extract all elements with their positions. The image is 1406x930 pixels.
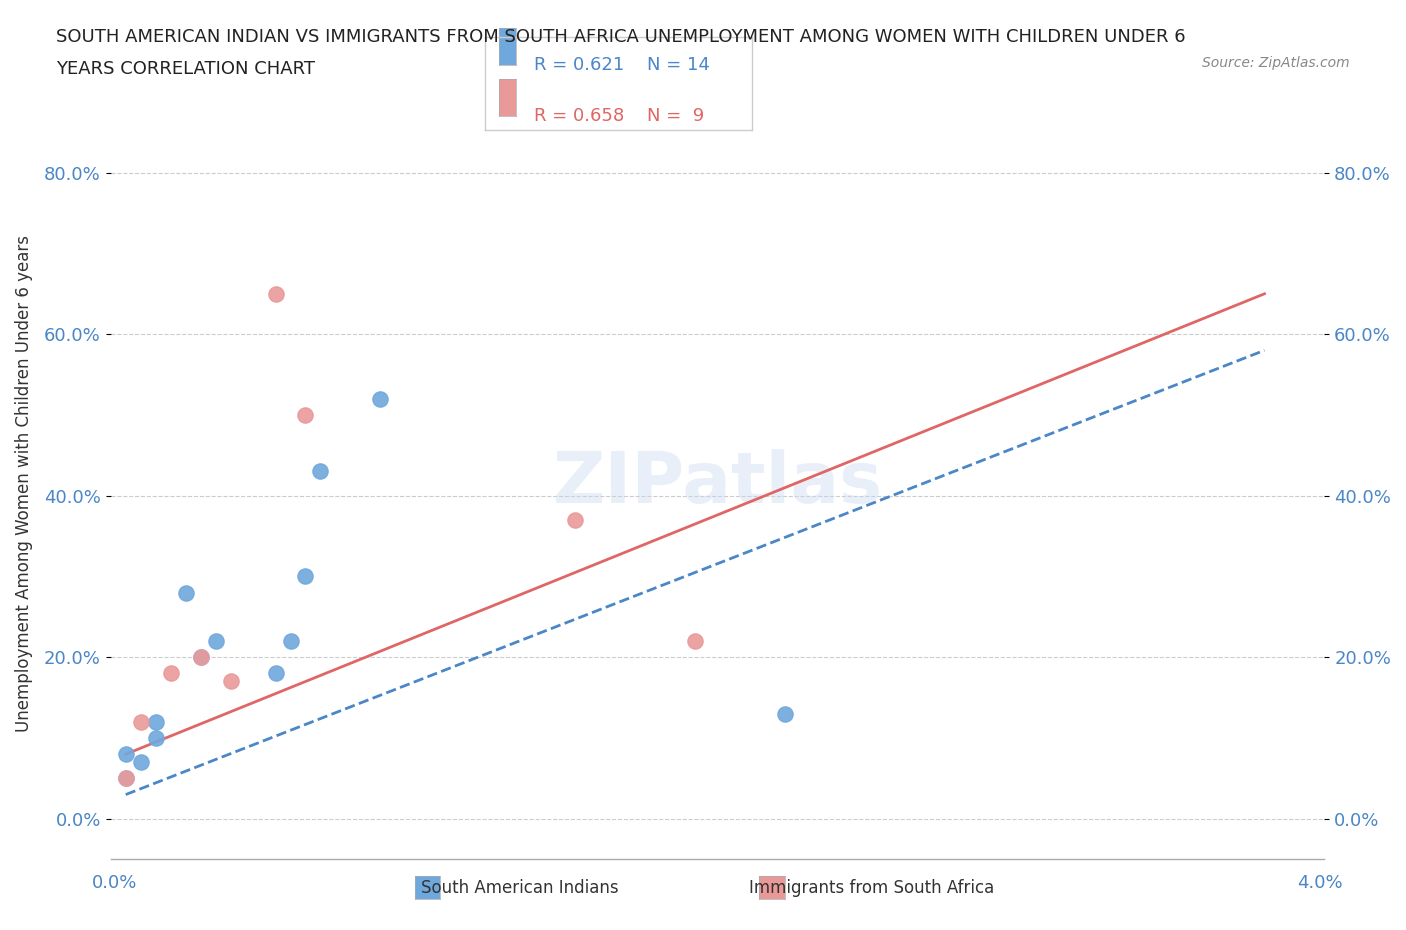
Point xyxy=(114,771,136,786)
Y-axis label: Unemployment Among Women with Children Under 6 years: Unemployment Among Women with Children U… xyxy=(15,235,32,732)
Point xyxy=(145,714,167,729)
Text: 4.0%: 4.0% xyxy=(1298,874,1343,892)
Point xyxy=(114,771,136,786)
Point xyxy=(159,666,181,681)
Point xyxy=(683,633,706,648)
Text: South American Indians: South American Indians xyxy=(422,879,619,897)
Text: YEARS CORRELATION CHART: YEARS CORRELATION CHART xyxy=(56,60,315,78)
Text: N =  9: N = 9 xyxy=(647,107,704,125)
Text: Immigrants from South Africa: Immigrants from South Africa xyxy=(749,879,994,897)
Text: SOUTH AMERICAN INDIAN VS IMMIGRANTS FROM SOUTH AFRICA UNEMPLOYMENT AMONG WOMEN W: SOUTH AMERICAN INDIAN VS IMMIGRANTS FROM… xyxy=(56,28,1185,46)
Point xyxy=(190,650,212,665)
Text: Source: ZipAtlas.com: Source: ZipAtlas.com xyxy=(1202,56,1350,70)
Text: R = 0.621: R = 0.621 xyxy=(534,56,624,73)
Point xyxy=(129,714,152,729)
Point xyxy=(294,569,316,584)
Point xyxy=(294,407,316,422)
Text: 0.0%: 0.0% xyxy=(91,874,136,892)
Text: ZIPatlas: ZIPatlas xyxy=(553,449,883,518)
Point xyxy=(264,666,287,681)
Point xyxy=(219,674,242,689)
Point xyxy=(204,633,226,648)
Text: N = 14: N = 14 xyxy=(647,56,710,73)
Point xyxy=(190,650,212,665)
Point xyxy=(129,755,152,770)
Point xyxy=(264,286,287,301)
Point xyxy=(145,731,167,746)
Text: R = 0.658: R = 0.658 xyxy=(534,107,624,125)
Point xyxy=(370,392,392,406)
Point xyxy=(174,585,197,600)
Point xyxy=(564,512,586,527)
Point xyxy=(280,633,302,648)
Point xyxy=(114,747,136,762)
Point xyxy=(309,464,332,479)
Point xyxy=(773,707,796,722)
